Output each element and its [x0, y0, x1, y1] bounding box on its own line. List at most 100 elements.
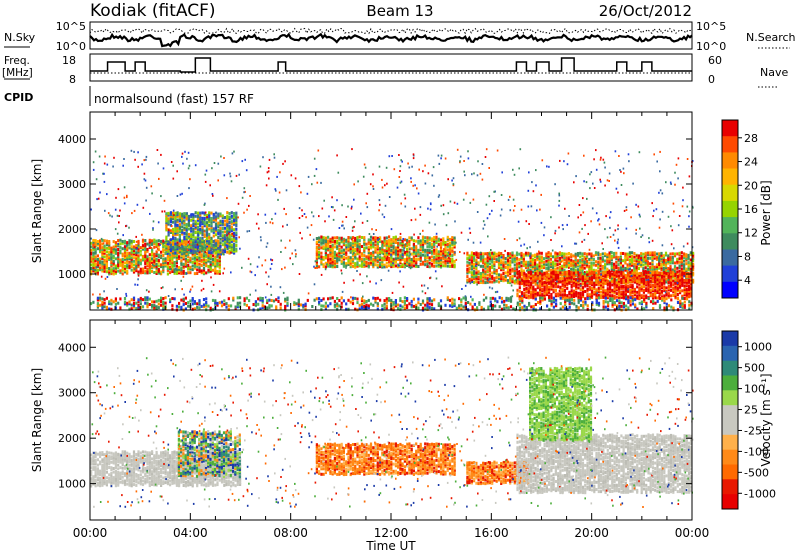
colorbar-tick-5: 8 [744, 250, 751, 263]
ytick-0: 1000 [58, 268, 86, 281]
freq-tick-top: 18 [62, 54, 76, 67]
freq-tick-bottom: 8 [69, 73, 76, 86]
velocity-axes: 1000 2000 3000 4000 [58, 320, 693, 520]
station-title: Kodiak (fitACF) [90, 1, 216, 21]
power-axes: 1000 2000 3000 4000 [58, 112, 693, 310]
nsky-tick-bottom: 10^0 [56, 40, 86, 53]
ytick-3: 4000 [58, 341, 86, 354]
nave-tick-top: 60 [708, 54, 722, 67]
band-2 [315, 442, 456, 477]
xtick-0: 00:00 [73, 526, 108, 540]
colorbar-tick-1: 500 [744, 362, 765, 375]
nsky-trace [89, 27, 693, 48]
time-axis-label: Time UT [365, 539, 416, 553]
colorbar-tick-4: 12 [744, 227, 758, 240]
colorbar-tick-5: -100 [744, 445, 769, 458]
velocity-frame [89, 319, 693, 521]
colorbar-swatch-0 [722, 331, 738, 347]
colorbar-tick-3: 16 [744, 203, 758, 216]
power-panel: 1000 2000 3000 4000 Slant Range [km] 28 24 20… [30, 111, 773, 312]
colorbar-swatch-2 [722, 152, 738, 170]
xtick-5: 20:00 [574, 526, 609, 540]
power-data [90, 148, 695, 312]
velocity-colorbar: 1000 500 100 25 -25 -100 -500 -1000 [721, 330, 776, 510]
power-ylabel: Slant Range [km] [30, 159, 44, 263]
colorbar-swatch-10 [722, 479, 738, 495]
colorbar-tick-1: 24 [744, 156, 758, 169]
colorbar-tick-6: -500 [744, 466, 769, 479]
ytick-0: 1000 [58, 478, 86, 491]
power-colorbar: 28 24 20 16 12 8 4 [721, 119, 758, 299]
colorbar-swatch-1 [722, 345, 738, 362]
beam-title: Beam 13 [366, 2, 433, 20]
power-colorbar-label: Power [dB] [759, 180, 773, 245]
nsky-strip: N.Sky 10^5 10^0 10^5 10^0 N.Search [4, 20, 796, 53]
xtick-6: 00:00 [675, 526, 710, 540]
cpid-text: normalsound (fast) 157 RF [94, 92, 254, 106]
colorbar-swatch-3 [722, 168, 738, 186]
band-2 [315, 235, 456, 269]
colorbar-swatch-4 [722, 184, 738, 202]
colorbar-tick-2: 100 [744, 383, 765, 396]
colorbar-swatch-0 [722, 120, 738, 137]
colorbar-swatch-11 [722, 494, 738, 510]
nsearch-tick-bottom: 10^0 [696, 40, 726, 53]
freq-unit: [MHz] [2, 67, 33, 79]
colorbar-swatch-5 [722, 405, 738, 421]
colorbar-swatch-8 [722, 449, 738, 465]
colorbar-swatch-1 [722, 136, 738, 153]
colorbar-swatch-8 [722, 249, 738, 267]
nsky-tick-top: 10^5 [56, 20, 86, 33]
date-title: 26/Oct/2012 [599, 2, 692, 20]
time-axis: 00:00 04:00 08:00 12:00 16:00 20:00 00:00 [73, 526, 710, 540]
band-1 [177, 430, 241, 479]
colorbar-tick-2: 20 [744, 179, 758, 192]
velocity-colorbar-label: Velocity [m s⁻¹] [759, 373, 773, 466]
velocity-ylabel: Slant Range [km] [30, 368, 44, 472]
ytick-2: 3000 [58, 178, 86, 191]
cpid-label: CPID [4, 91, 33, 104]
freq-label: Freq. [4, 55, 30, 67]
colorbar-swatch-9 [722, 464, 738, 480]
band-4 [516, 433, 693, 495]
colorbar-swatch-10 [722, 281, 738, 299]
nsearch-line [89, 27, 693, 35]
velocity-data [90, 356, 694, 508]
colorbar-swatch-9 [722, 265, 738, 283]
colorbar-swatch-2 [722, 360, 738, 376]
nave-tick-bottom: 0 [708, 73, 715, 86]
colorbar-swatch-3 [722, 375, 738, 391]
ytick-3: 4000 [58, 133, 86, 146]
ytick-1: 2000 [58, 223, 86, 236]
colorbar-tick-0: 1000 [744, 341, 772, 354]
colorbar-tick-4: -25 [744, 424, 762, 437]
speckle [91, 356, 694, 508]
colorbar-tick-0: 28 [744, 132, 758, 145]
freq-line [90, 57, 692, 73]
colorbar-swatch-5 [722, 200, 738, 218]
colorbar-tick-7: -1000 [744, 487, 776, 500]
nsearch-label: N.Search [746, 31, 796, 44]
freq-strip: Freq. [MHz] 18 8 60 0 Nave [2, 53, 788, 88]
nsky-label: N.Sky [4, 31, 36, 44]
band-4 [516, 270, 693, 301]
xtick-2: 08:00 [273, 526, 308, 540]
colorbar-swatch-4 [722, 390, 738, 406]
nsearch-tick-top: 10^5 [696, 20, 726, 33]
colorbar-swatch-7 [722, 233, 738, 250]
freq-trace [90, 57, 692, 74]
colorbar-tick-6: 4 [744, 274, 751, 287]
colorbar-swatch-6 [722, 217, 738, 234]
speckle [90, 148, 694, 299]
band-5 [529, 366, 593, 442]
velocity-panel: 1000 2000 3000 4000 Slant Range [km] 1000 50… [30, 319, 776, 521]
colorbar-swatch-6 [722, 420, 738, 436]
nave-label: Nave [760, 66, 788, 79]
ytick-2: 3000 [58, 387, 86, 400]
xtick-1: 04:00 [173, 526, 208, 540]
colorbar-swatch-7 [722, 434, 738, 451]
ytick-1: 2000 [58, 432, 86, 445]
colorbar-tick-3: 25 [744, 404, 758, 417]
nsky-line [89, 32, 693, 48]
